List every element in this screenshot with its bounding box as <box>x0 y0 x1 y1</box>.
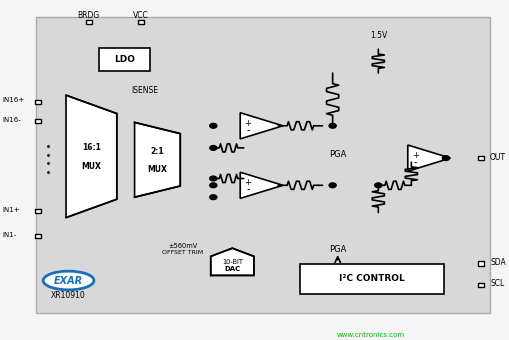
Text: MUX: MUX <box>147 166 167 174</box>
Text: 2:1: 2:1 <box>150 147 164 156</box>
FancyBboxPatch shape <box>299 264 443 294</box>
Text: +: + <box>411 151 418 160</box>
Text: XR10910: XR10910 <box>51 291 86 300</box>
Text: LDO: LDO <box>114 55 135 64</box>
Circle shape <box>209 123 216 128</box>
Text: PGA: PGA <box>328 150 346 159</box>
Text: OFFSET TRIM: OFFSET TRIM <box>162 250 203 255</box>
Circle shape <box>328 123 335 128</box>
Text: BRDG: BRDG <box>77 11 100 20</box>
Text: DAC: DAC <box>224 266 240 272</box>
Circle shape <box>209 183 216 188</box>
FancyBboxPatch shape <box>99 48 150 71</box>
Text: EXAR: EXAR <box>54 275 83 286</box>
Text: SCL: SCL <box>489 279 503 288</box>
Text: -: - <box>245 125 249 135</box>
Text: IN1-: IN1- <box>3 232 17 238</box>
Polygon shape <box>240 172 282 199</box>
Text: 1.5V: 1.5V <box>369 31 386 40</box>
Text: I²C CONTROL: I²C CONTROL <box>338 274 404 283</box>
Text: VCC: VCC <box>133 11 149 20</box>
Polygon shape <box>240 113 282 139</box>
Text: 16:1: 16:1 <box>82 143 101 152</box>
Text: ISENSE: ISENSE <box>131 86 158 95</box>
Circle shape <box>209 176 216 181</box>
Text: MUX: MUX <box>81 162 101 171</box>
Text: OUT: OUT <box>489 153 505 162</box>
Text: -: - <box>245 184 249 194</box>
FancyBboxPatch shape <box>36 17 489 313</box>
Text: PGA: PGA <box>328 245 346 254</box>
Ellipse shape <box>43 271 94 290</box>
Text: SDA: SDA <box>489 258 505 267</box>
FancyBboxPatch shape <box>86 20 92 24</box>
Circle shape <box>209 195 216 200</box>
Text: 10-BIT: 10-BIT <box>221 259 243 266</box>
Circle shape <box>209 146 216 150</box>
Circle shape <box>328 183 335 188</box>
Text: IN1+: IN1+ <box>3 207 20 213</box>
Text: ±560mV: ±560mV <box>168 243 197 250</box>
FancyBboxPatch shape <box>138 20 144 24</box>
Text: www.cntronics.com: www.cntronics.com <box>336 332 404 338</box>
FancyBboxPatch shape <box>35 209 41 213</box>
Text: +: + <box>244 119 251 128</box>
FancyBboxPatch shape <box>35 234 41 238</box>
Polygon shape <box>66 95 117 218</box>
FancyBboxPatch shape <box>477 283 484 287</box>
Circle shape <box>441 156 448 160</box>
Polygon shape <box>210 248 253 275</box>
Text: +: + <box>244 178 251 187</box>
FancyBboxPatch shape <box>35 100 41 104</box>
Text: -: - <box>413 157 416 167</box>
FancyBboxPatch shape <box>35 119 41 123</box>
FancyBboxPatch shape <box>477 261 484 266</box>
Text: IN16+: IN16+ <box>3 97 24 103</box>
Circle shape <box>374 183 381 188</box>
FancyBboxPatch shape <box>477 156 484 160</box>
Polygon shape <box>407 145 449 171</box>
Text: IN16-: IN16- <box>3 117 21 123</box>
Polygon shape <box>134 122 180 197</box>
